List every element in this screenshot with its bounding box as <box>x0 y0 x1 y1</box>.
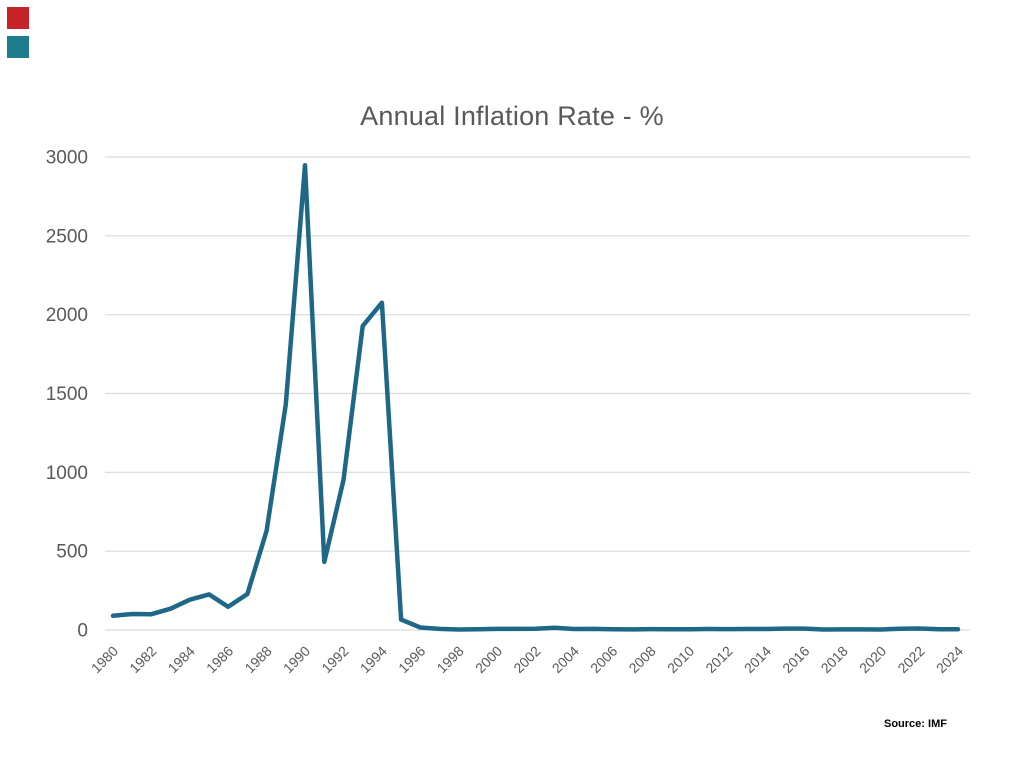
svg-text:2500: 2500 <box>46 226 88 247</box>
svg-text:2022: 2022 <box>894 643 927 676</box>
svg-text:2004: 2004 <box>549 643 582 676</box>
svg-text:2010: 2010 <box>664 643 697 676</box>
svg-text:1990: 1990 <box>280 643 313 676</box>
svg-text:2024: 2024 <box>933 643 966 676</box>
svg-text:1500: 1500 <box>46 384 88 405</box>
svg-text:2012: 2012 <box>702 643 735 676</box>
svg-text:1998: 1998 <box>433 643 466 676</box>
svg-text:1994: 1994 <box>357 643 390 676</box>
svg-text:2016: 2016 <box>779 643 812 676</box>
svg-text:1000: 1000 <box>46 463 88 484</box>
svg-text:2014: 2014 <box>741 643 774 676</box>
svg-text:2002: 2002 <box>510 643 543 676</box>
red-accent-square <box>7 7 29 29</box>
svg-text:1982: 1982 <box>126 643 159 676</box>
chart-title: Annual Inflation Rate - % <box>360 101 664 131</box>
svg-text:1986: 1986 <box>203 643 236 676</box>
svg-text:2020: 2020 <box>856 643 889 676</box>
svg-text:1980: 1980 <box>88 643 121 676</box>
svg-text:1992: 1992 <box>318 643 351 676</box>
source-label: Source: IMF <box>884 718 947 730</box>
svg-text:500: 500 <box>56 542 88 563</box>
svg-text:2000: 2000 <box>472 643 505 676</box>
svg-text:2008: 2008 <box>625 643 658 676</box>
svg-text:1996: 1996 <box>395 643 428 676</box>
svg-text:3000: 3000 <box>46 148 88 169</box>
svg-text:2006: 2006 <box>587 643 620 676</box>
svg-text:0: 0 <box>77 621 88 642</box>
teal-accent-square <box>7 36 29 58</box>
svg-text:1988: 1988 <box>241 643 274 676</box>
svg-text:2018: 2018 <box>818 643 851 676</box>
svg-text:2000: 2000 <box>46 305 88 326</box>
svg-text:1984: 1984 <box>165 643 198 676</box>
